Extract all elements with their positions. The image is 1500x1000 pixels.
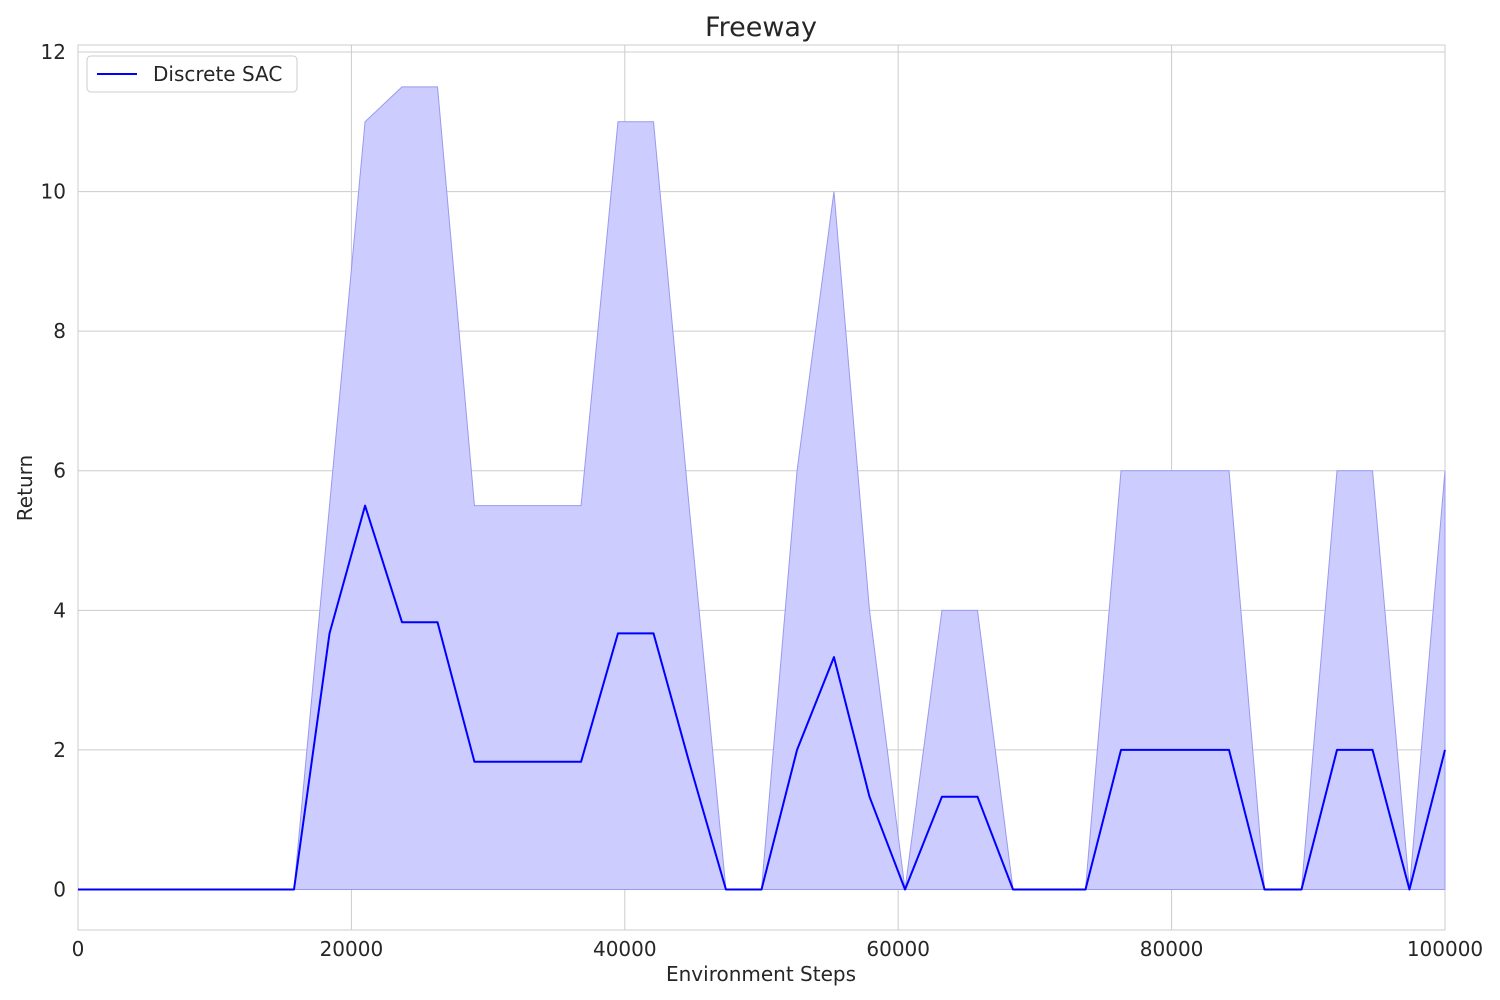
x-tick-label: 80000 (1140, 937, 1204, 961)
x-tick-label: 40000 (593, 937, 657, 961)
x-tick-label: 60000 (866, 937, 930, 961)
x-tick-label: 0 (72, 937, 85, 961)
y-tick-label: 0 (53, 878, 66, 902)
y-tick-label: 12 (41, 40, 66, 64)
y-tick-label: 8 (53, 319, 66, 343)
x-tick-label: 20000 (320, 937, 384, 961)
legend: Discrete SAC (86, 55, 298, 93)
y-tick-label: 6 (53, 459, 66, 483)
y-tick-label: 10 (41, 180, 66, 204)
x-axis-ticks: 0 20000 40000 60000 80000 100000 (72, 937, 1484, 961)
plot-area (77, 44, 1446, 931)
y-tick-label: 4 (53, 598, 66, 622)
series-lines (78, 504, 1446, 891)
chart-title: Freeway (705, 12, 817, 43)
confidence-bands (78, 86, 1446, 891)
y-tick-label: 2 (53, 738, 66, 762)
y-axis-ticks: 0 2 4 6 8 10 12 (41, 40, 66, 902)
y-axis-label: Return (13, 455, 37, 521)
legend-box (86, 55, 298, 93)
legend-label: Discrete SAC (153, 62, 282, 86)
series-line (78, 504, 1446, 891)
confidence-band (78, 86, 1446, 891)
x-tick-label: 100000 (1407, 937, 1483, 961)
x-axis-label: Environment Steps (666, 962, 856, 986)
